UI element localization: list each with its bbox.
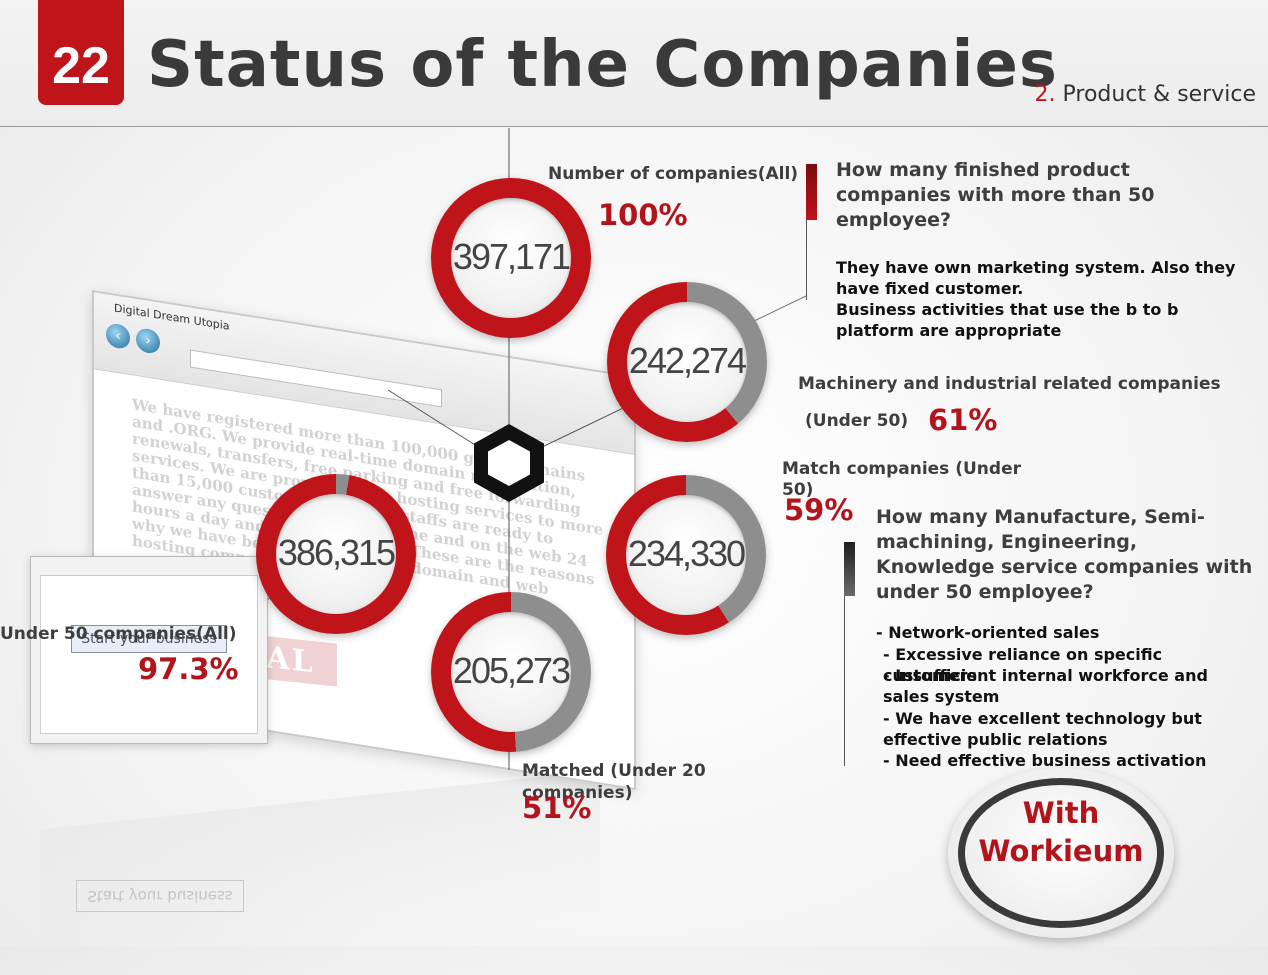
- q2-bullet: - We have excellent technology but effec…: [883, 709, 1202, 749]
- pct-under50: 97.3%: [138, 652, 239, 686]
- start-business-button[interactable]: Start your business: [71, 625, 227, 653]
- ring-under50-all: 386,315: [256, 474, 416, 634]
- mini-browser: Start your business: [30, 556, 268, 744]
- q1-line1: They have own marketing system. Also the…: [836, 258, 1236, 298]
- with-workieum-badge[interactable]: With Workieum: [948, 768, 1174, 938]
- label-all: Number of companies(All): [548, 164, 799, 184]
- q2-bullet: - Excessive reliance on specific custome…: [883, 645, 1163, 685]
- badge-line2: Workieum: [978, 834, 1144, 868]
- mini-browser-content: [40, 575, 258, 734]
- pct-machinery: 61%: [928, 403, 998, 437]
- q2-title: How many Manufacture, Semi-machining, En…: [876, 506, 1253, 603]
- pct-matched20: 51%: [522, 791, 592, 825]
- q2-divider: [844, 596, 845, 766]
- label-machinery-sub: (Under 50): [805, 411, 909, 431]
- q1-accent-bar: [806, 164, 817, 220]
- ring-match: 234,330: [606, 475, 766, 635]
- section-subtitle: 2. Product & service: [1035, 82, 1256, 107]
- badge-line1: With: [1022, 796, 1100, 830]
- ring-value: 205,273: [452, 650, 571, 691]
- q1-line2: Business activities that use the b to b …: [836, 300, 1179, 340]
- q2-accent-bar: [844, 542, 855, 596]
- q1-pointer-line: [751, 295, 807, 323]
- page-title: Status of the Companies: [147, 28, 1058, 102]
- ring-value: 397,171: [452, 236, 571, 277]
- q2-bullet: - Network-oriented sales: [876, 623, 1100, 642]
- left-connector-line: [387, 389, 481, 449]
- ring-value: 386,315: [277, 532, 396, 573]
- slide-number-badge: 22: [38, 0, 124, 105]
- ring-value: 242,274: [628, 340, 747, 381]
- header-bar: 22 Status of the Companies 2. Product & …: [0, 0, 1268, 127]
- label-match: Match companies (Under 50): [782, 459, 1021, 497]
- label-under50: Under 50 companies(All): [0, 624, 237, 644]
- pct-all: 100%: [598, 198, 688, 232]
- q2-bullet: - Insufficient internal workforce and sa…: [883, 666, 1208, 706]
- q1-title: How many finished product companies with…: [836, 159, 1155, 231]
- section-number: 2.: [1034, 82, 1056, 107]
- ring-value: 234,330: [627, 533, 746, 574]
- label-matched20: Matched (Under 20 companies): [522, 761, 706, 803]
- section-label: Product & service: [1062, 82, 1256, 107]
- ring-matched20: 205,273: [431, 592, 591, 752]
- q2-bullet: - Need effective business activation: [883, 751, 1207, 770]
- label-machinery: Machinery and industrial related compani…: [798, 374, 1221, 394]
- ring-machinery: 242,274: [607, 282, 767, 442]
- q1-divider: [806, 220, 807, 300]
- pct-match: 59%: [784, 493, 854, 527]
- ring-all: 397,171: [431, 178, 591, 338]
